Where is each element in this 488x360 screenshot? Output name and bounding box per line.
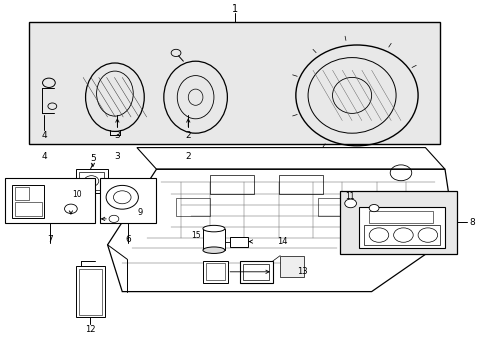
- Bar: [210, 175, 254, 194]
- Text: 5: 5: [90, 154, 96, 163]
- Bar: [203, 229, 224, 250]
- Bar: [15, 187, 29, 200]
- Bar: [79, 172, 103, 190]
- Circle shape: [344, 199, 356, 208]
- Bar: [176, 198, 210, 216]
- Bar: [368, 211, 432, 223]
- Bar: [280, 256, 303, 277]
- Bar: [76, 266, 105, 317]
- Text: 1: 1: [231, 4, 237, 14]
- Bar: [15, 202, 41, 216]
- Ellipse shape: [203, 225, 224, 232]
- Bar: [359, 207, 444, 248]
- Text: 2: 2: [185, 152, 191, 161]
- Bar: [229, 237, 248, 247]
- Ellipse shape: [203, 247, 224, 253]
- Bar: [12, 185, 44, 218]
- Text: 3: 3: [114, 130, 120, 139]
- Bar: [278, 175, 322, 194]
- Text: 3: 3: [114, 152, 120, 161]
- Bar: [203, 261, 228, 283]
- Bar: [29, 22, 439, 144]
- Text: 15: 15: [190, 231, 200, 240]
- Bar: [79, 269, 102, 315]
- Circle shape: [368, 204, 378, 212]
- Text: 2: 2: [185, 130, 191, 139]
- Bar: [364, 225, 439, 245]
- Bar: [5, 178, 95, 223]
- Text: 11: 11: [344, 192, 353, 201]
- Text: 13: 13: [297, 267, 307, 276]
- Text: 14: 14: [277, 237, 287, 246]
- Text: 6: 6: [125, 235, 131, 244]
- Text: 4: 4: [41, 130, 47, 139]
- Text: 7: 7: [47, 235, 53, 244]
- Bar: [239, 261, 272, 283]
- Text: 12: 12: [85, 325, 96, 334]
- Bar: [243, 264, 269, 280]
- Text: 8: 8: [468, 218, 474, 227]
- Bar: [317, 198, 351, 216]
- Bar: [339, 191, 456, 254]
- Text: 10: 10: [72, 190, 82, 199]
- Bar: [205, 263, 225, 280]
- Bar: [100, 178, 156, 223]
- Text: 4: 4: [41, 152, 47, 161]
- Bar: [76, 169, 107, 193]
- Text: 9: 9: [138, 208, 142, 217]
